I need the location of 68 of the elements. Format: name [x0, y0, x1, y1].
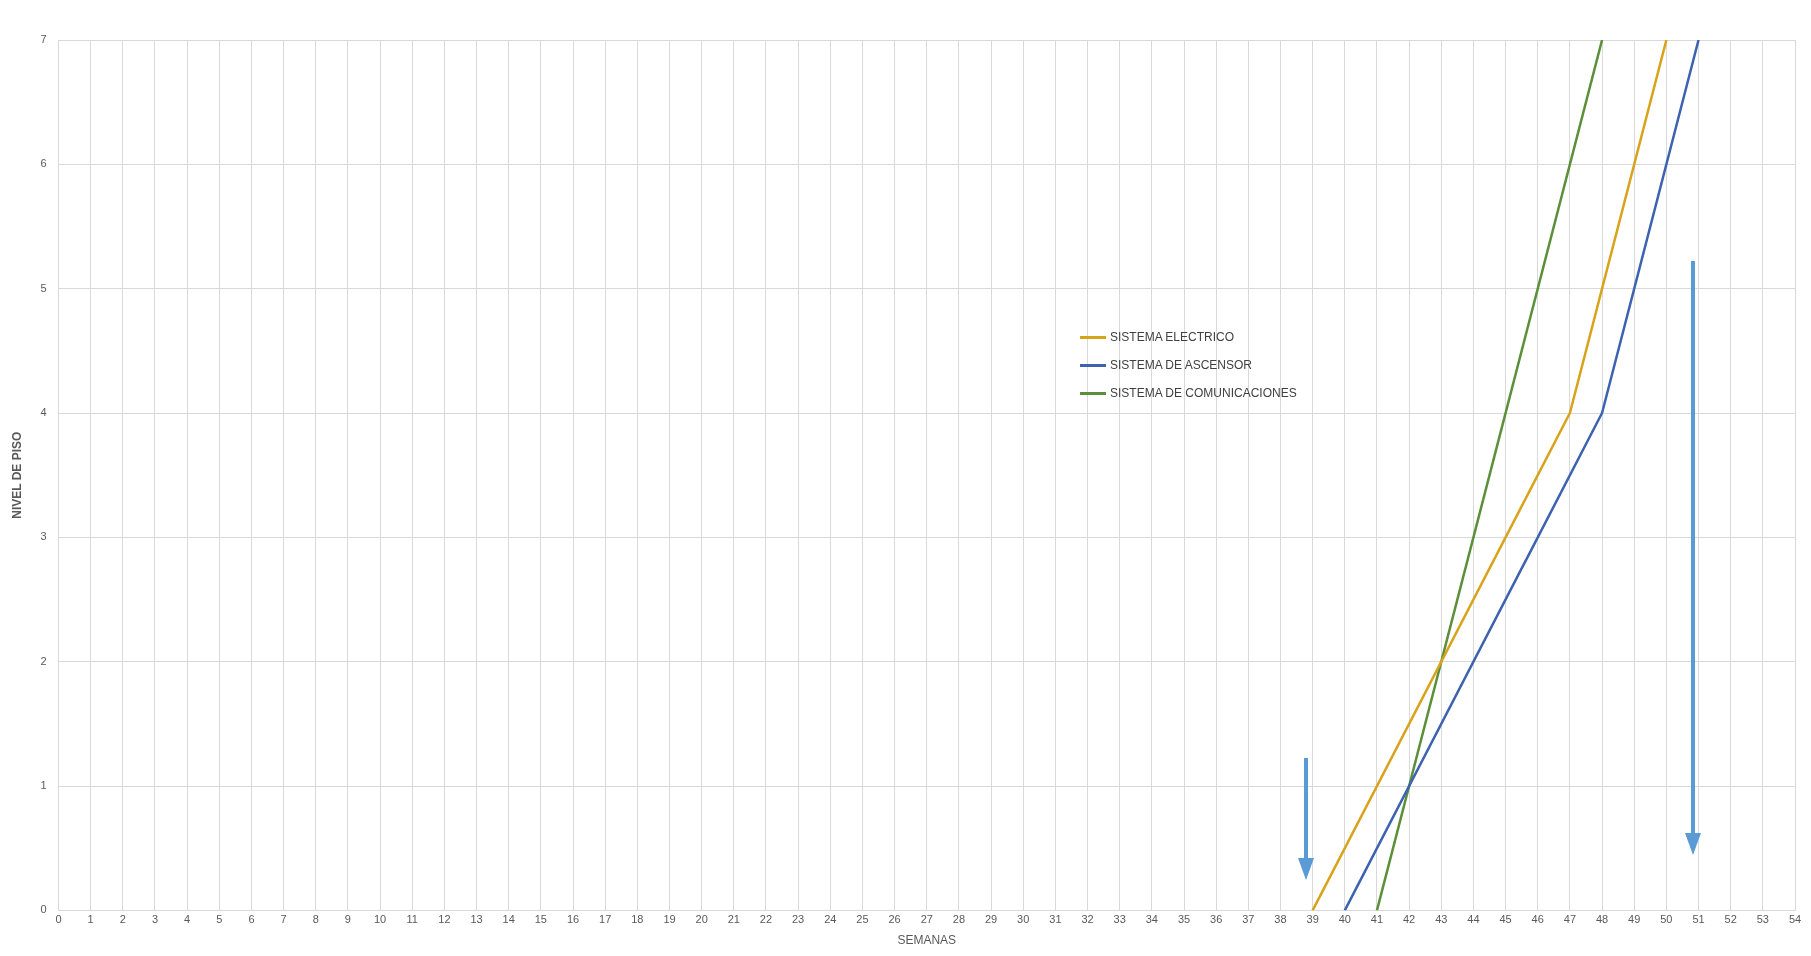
x-tick-label: 54: [1788, 913, 1802, 926]
x-tick-label: 33: [1113, 913, 1126, 926]
x-tick-label: 7: [280, 913, 287, 926]
x-tick-label: 0: [55, 913, 62, 926]
x-tick-label: 48: [1595, 913, 1609, 926]
x-axis-title: SEMANAS: [897, 933, 957, 948]
x-tick-label: 46: [1531, 913, 1544, 926]
x-tick-label: 16: [566, 913, 580, 926]
y-tick-label: 4: [40, 406, 47, 419]
x-tick-label: 9: [344, 913, 351, 926]
x-tick-label: 11: [406, 913, 418, 926]
legend-label: SISTEMA ELECTRICO: [1110, 330, 1235, 344]
x-tick-label: 19: [663, 913, 676, 926]
x-tick-label: 3: [151, 913, 159, 926]
y-tick-label: 1: [40, 779, 47, 792]
x-tick-label: 4: [184, 913, 191, 926]
x-tick-label: 36: [1210, 913, 1223, 926]
x-tick-label: 23: [792, 913, 805, 926]
x-tick-label: 20: [695, 913, 708, 926]
x-tick-label: 25: [856, 913, 869, 926]
y-tick-label: 2: [40, 654, 47, 667]
x-tick-label: 41: [1370, 913, 1384, 926]
x-tick-label: 45: [1499, 913, 1512, 926]
x-tick-label: 39: [1306, 913, 1319, 926]
x-tick-label: 14: [502, 913, 515, 926]
x-tick-label: 52: [1724, 913, 1737, 926]
x-tick-label: 53: [1756, 913, 1769, 926]
x-tick-label: 22: [759, 913, 773, 926]
x-tick-label: 40: [1338, 913, 1351, 926]
y-tick-label: 5: [40, 281, 47, 294]
x-tick-label: 51: [1692, 913, 1705, 926]
x-tick-label: 1: [87, 913, 94, 926]
x-tick-label: 32: [1081, 913, 1094, 926]
x-tick-label: 13: [470, 913, 483, 926]
x-tick-label: 47: [1563, 913, 1577, 926]
x-tick-label: 42: [1402, 913, 1416, 926]
x-tick-label: 17: [599, 913, 612, 926]
x-tick-label: 12: [438, 913, 451, 926]
x-tick-label: 6: [248, 913, 255, 926]
x-tick-label: 26: [888, 913, 901, 926]
x-tick-label: 29: [984, 913, 998, 926]
legend-label: SISTEMA DE ASCENSOR: [1110, 358, 1253, 372]
y-tick-label: 7: [40, 33, 47, 46]
x-tick-label: 27: [920, 913, 933, 926]
x-tick-label: 38: [1274, 913, 1287, 926]
x-tick-label: 34: [1145, 913, 1158, 926]
x-tick-label: 21: [727, 913, 740, 926]
y-axis-title: NIVEL DE PISO: [9, 431, 24, 519]
x-tick-label: 28: [952, 913, 966, 926]
x-tick-label: 2: [119, 913, 126, 926]
x-tick-label: 30: [1017, 913, 1030, 926]
y-tick-label: 3: [40, 530, 47, 543]
x-tick-label: 37: [1242, 913, 1255, 926]
x-tick-label: 35: [1177, 913, 1191, 926]
x-tick-label: 10: [373, 913, 387, 926]
x-tick-label: 5: [216, 913, 223, 926]
x-tick-label: 15: [534, 913, 547, 926]
x-tick-label: 8: [312, 913, 319, 926]
x-tick-label: 49: [1628, 913, 1641, 926]
legend-label: SISTEMA DE COMUNICACIONES: [1110, 386, 1297, 400]
x-tick-label: 31: [1049, 913, 1062, 926]
x-tick-label: 24: [824, 913, 837, 926]
x-tick-label: 50: [1660, 913, 1673, 926]
x-tick-label: 43: [1435, 913, 1448, 926]
x-tick-label: 18: [631, 913, 644, 926]
x-tick-label: 44: [1467, 913, 1480, 926]
y-tick-label: 0: [40, 903, 47, 916]
y-tick-label: 6: [40, 157, 47, 170]
